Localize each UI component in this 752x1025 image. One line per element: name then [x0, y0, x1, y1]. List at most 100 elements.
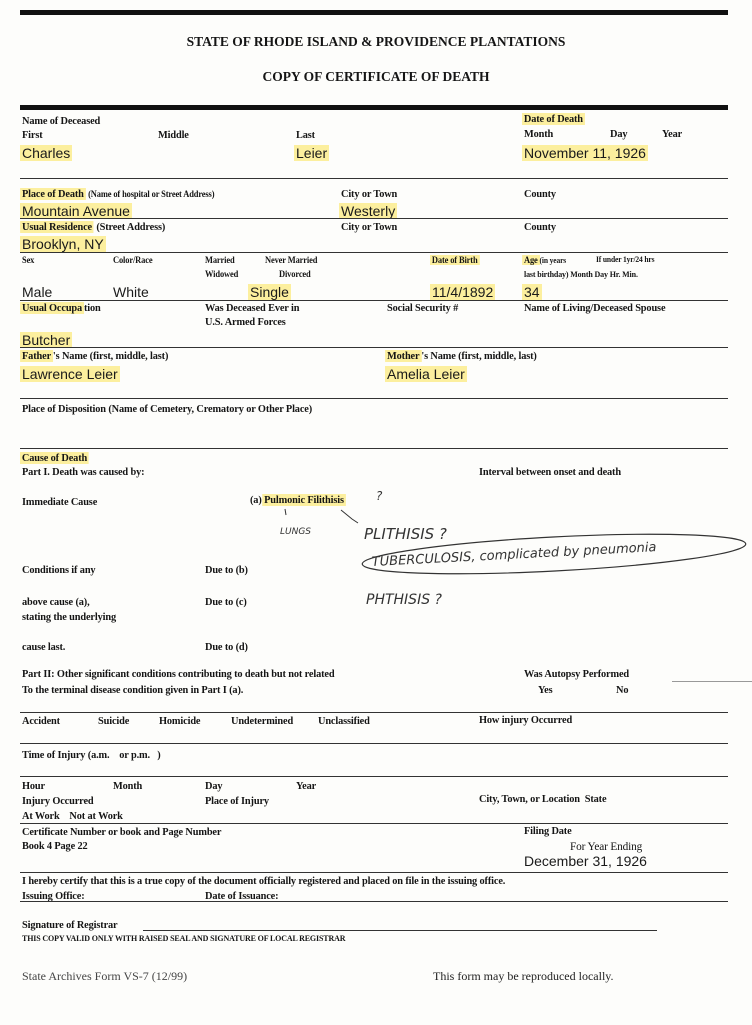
ssn-label: Social Security #	[387, 302, 459, 314]
divider	[20, 776, 728, 777]
death-day-label: Day	[610, 128, 628, 140]
sex: Male	[22, 284, 53, 300]
death-city-label: City or Town	[341, 188, 398, 200]
place-of-injury-label: Place of Injury	[205, 795, 269, 807]
suicide-label: Suicide	[98, 715, 130, 727]
last-label: Last	[296, 129, 315, 141]
residence-label: Usual Residence (Street Address)	[20, 221, 166, 233]
age-under-label: If under 1yr/24 hrs	[596, 255, 655, 264]
divider	[20, 300, 728, 301]
due-b-label: Due to (b)	[205, 564, 248, 576]
location-label: City, Town, or Location State	[479, 793, 607, 805]
validity-note: THIS COPY VALID ONLY WITH RAISED SEAL AN…	[22, 933, 346, 943]
place-of-death: Mountain Avenue	[20, 203, 132, 219]
signature-line	[143, 930, 657, 931]
part1-label: Part I. Death was caused by:	[22, 466, 145, 478]
place-of-death-label: Place of Death (Name of hospital or Stre…	[20, 188, 215, 200]
death-county-label: County	[524, 188, 556, 200]
above-cause-label: above cause (a),	[22, 596, 90, 608]
widowed-label: Widowed	[205, 269, 239, 279]
divider	[20, 712, 728, 713]
race-label: Color/Race	[113, 255, 153, 265]
conditions-label: Conditions if any	[22, 564, 96, 576]
immediate-cause: (a) Pulmonic Filithisis	[250, 494, 346, 506]
disposition-label: Place of Disposition (Name of Cemetery, …	[22, 403, 313, 415]
immediate-cause-label: Immediate Cause	[22, 496, 98, 508]
residence-city-label: City or Town	[341, 221, 398, 233]
divider	[20, 347, 728, 348]
filing-date: December 31, 1926	[524, 853, 647, 869]
month-label: Month	[113, 780, 143, 792]
issuing-office-label: Issuing Office:	[22, 890, 85, 902]
certify-statement: I hereby certify that this is a true cop…	[22, 875, 506, 887]
autopsy-line	[672, 681, 752, 682]
undetermined-label: Undetermined	[231, 715, 294, 727]
part2-label-2: To the terminal disease condition given …	[22, 684, 244, 696]
occupation-label: Usual Occupa tion	[20, 302, 101, 314]
signature-label: Signature of Registrar	[22, 919, 118, 931]
question-mark: ?	[376, 489, 383, 503]
death-date: November 11, 1926	[522, 145, 648, 161]
death-year-label: Year	[662, 128, 683, 140]
how-injury-label: How injury Occurred	[479, 714, 573, 726]
divider	[20, 398, 728, 399]
annotation-pointer	[284, 508, 359, 524]
accident-label: Accident	[22, 715, 60, 727]
divider	[20, 178, 728, 179]
autopsy-no: No	[616, 684, 629, 696]
year-label: Year	[296, 780, 317, 792]
circled-note-outline	[361, 533, 747, 575]
last-name: Leier	[294, 145, 330, 161]
autopsy-label: Was Autopsy Performed	[524, 668, 630, 680]
divider	[20, 823, 728, 824]
armed-forces-label-2: U.S. Armed Forces	[205, 316, 286, 328]
divider	[20, 743, 728, 744]
stating-label: stating the underlying	[22, 611, 116, 623]
occupation: Butcher	[20, 332, 73, 348]
certificate-number-label: Certificate Number or book and Page Numb…	[22, 826, 222, 838]
first-name: Charles	[20, 145, 73, 161]
armed-forces-label: Was Deceased Ever in	[205, 302, 300, 314]
injury-occurred-label: Injury Occurred	[22, 795, 94, 807]
married-label: Married	[205, 255, 235, 265]
middle-label: Middle	[158, 129, 189, 141]
form-number: State Archives Form VS-7 (12/99)	[22, 969, 188, 983]
spouse-label: Name of Living/Deceased Spouse	[524, 302, 666, 314]
interval-label: Interval between onset and death	[479, 466, 621, 478]
plithisis-note: PLITHISIS ?	[364, 525, 447, 543]
marital-status: Single	[248, 284, 291, 300]
reproduction-note: This form may be reproduced locally.	[433, 969, 614, 983]
death-city: Westerly	[339, 203, 398, 219]
top-rule	[20, 10, 728, 15]
mother-name: Amelia Leier	[385, 366, 467, 382]
day-label: Day	[205, 780, 223, 792]
mother-label: Mother's Name (first, middle, last)	[385, 350, 537, 362]
death-month-label: Month	[524, 128, 554, 140]
age: 34	[522, 284, 542, 300]
due-d-label: Due to (d)	[205, 641, 248, 653]
divider	[20, 872, 728, 873]
divider	[20, 448, 728, 449]
filing-date-label: Filing Date	[524, 825, 572, 837]
hour-label: Hour	[22, 780, 46, 792]
race: White	[113, 284, 149, 300]
father-label: Father's Name (first, middle, last)	[20, 350, 169, 362]
certificate-number: Book 4 Page 22	[22, 840, 88, 852]
certificate-title: COPY OF CERTIFICATE OF DEATH	[262, 69, 490, 84]
divider	[20, 218, 728, 219]
phthisis-note: PHTHISIS ?	[366, 592, 443, 608]
date-of-birth: 11/4/1892	[430, 284, 496, 300]
residence-county-label: County	[524, 221, 556, 233]
father-name: Lawrence Leier	[20, 366, 120, 382]
name-label: Name of Deceased	[22, 115, 101, 127]
state-title: STATE OF RHODE ISLAND & PROVIDENCE PLANT…	[186, 34, 566, 49]
issuance-date-label: Date of Issuance:	[205, 890, 279, 902]
homicide-label: Homicide	[159, 715, 201, 727]
header-rule	[20, 105, 728, 110]
dob-label: Date of Birth	[430, 255, 480, 265]
residence: Brooklyn, NY	[20, 236, 106, 252]
age-label: Age (in years	[522, 255, 567, 265]
sex-label: Sex	[22, 255, 35, 265]
